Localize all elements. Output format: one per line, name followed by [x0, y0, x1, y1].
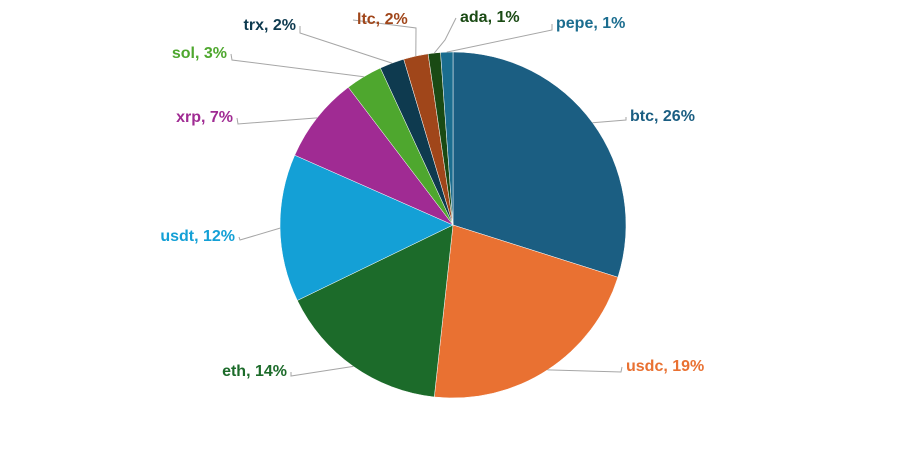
leader-line [236, 117, 318, 125]
data-label: ada, 1% [460, 9, 520, 26]
data-label: trx, 2% [244, 17, 296, 34]
data-label: eth, 14% [222, 363, 287, 380]
leader-line [238, 227, 281, 241]
leader-line [433, 17, 457, 54]
leader-line [230, 53, 364, 78]
data-label: usdt, 12% [160, 228, 235, 245]
leader-line [446, 24, 553, 53]
leader-line [290, 365, 354, 377]
leader-line [352, 19, 417, 57]
data-label: pepe, 1% [556, 15, 625, 32]
pie-slice [279, 154, 454, 301]
data-label: btc, 26% [630, 108, 695, 125]
leader-line [299, 26, 393, 64]
leader-line [592, 117, 627, 124]
data-label: xrp, 7% [176, 109, 233, 126]
data-label: sol, 3% [172, 45, 227, 62]
data-label: usdc, 19% [626, 358, 704, 375]
leader-line [547, 366, 623, 373]
pie-slice [296, 224, 454, 398]
data-label: ltc, 2% [357, 11, 408, 28]
